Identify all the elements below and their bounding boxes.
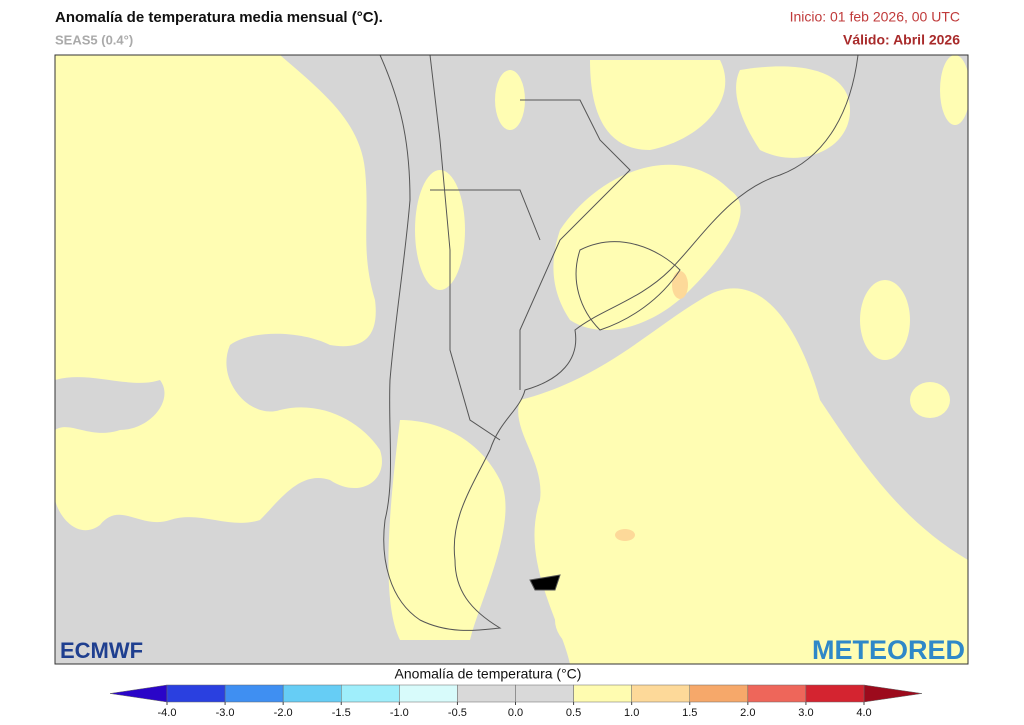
colorbar-segment	[805, 684, 865, 703]
colorbar-segment	[747, 684, 807, 703]
colorbar-tick-label: 1.5	[682, 707, 697, 719]
colorbar-segment	[515, 684, 574, 703]
coastline	[379, 55, 859, 631]
colorbar-tick-label: -3.0	[216, 707, 235, 719]
map-frame	[54, 54, 969, 665]
colorbar-over	[863, 684, 923, 703]
anomaly-areas	[55, 55, 968, 664]
subtitle: SEAS5 (0.4°)	[55, 32, 133, 47]
colorbar-segment	[341, 684, 400, 703]
valid-date: Válido: Abril 2026	[843, 32, 960, 48]
init-date: Inicio: 01 feb 2026, 00 UTC	[790, 9, 960, 25]
colorbar-tick-label: -4.0	[158, 707, 177, 719]
colorbar-tick-label: -2.0	[274, 707, 293, 719]
colorbar-tick-label: 0.0	[508, 707, 523, 719]
colorbar-segment	[457, 684, 516, 703]
colorbar-segment	[166, 684, 226, 703]
colorbar-tick-label: 4.0	[856, 707, 871, 719]
logo-meteored: METEORED	[812, 635, 965, 665]
colorbar-tick-label: 0.5	[566, 707, 581, 719]
map: ECMWF METEORED	[54, 54, 969, 665]
colorbar-segment	[399, 684, 458, 703]
colorbar-tick-label: 3.0	[798, 707, 813, 719]
colorbar-segment	[689, 684, 749, 703]
colorbar-tick-label: -1.0	[390, 707, 409, 719]
title: Anomalía de temperatura media mensual (°…	[55, 9, 383, 26]
colorbar-tick-label: 1.0	[624, 707, 639, 719]
colorbar-segment	[282, 684, 342, 703]
colorbar-tick-label: -1.5	[332, 707, 351, 719]
colorbar-segment	[573, 684, 632, 703]
colorbar-label: Anomalía de temperatura (°C)	[395, 666, 582, 682]
colorbar: -4.0 -3.0 -2.0 -1.5 -1.0 -0.5 0.0 0.5 1.0 1.5 2.0 3…	[109, 684, 923, 719]
colorbar-segment	[631, 684, 691, 703]
colorbar-under	[109, 684, 168, 703]
colorbar-tick-label: 2.0	[740, 707, 755, 719]
colorbar-tick-label: -0.5	[448, 707, 467, 719]
logo-ecmwf: ECMWF	[60, 638, 143, 663]
colorbar-segment	[224, 684, 284, 703]
